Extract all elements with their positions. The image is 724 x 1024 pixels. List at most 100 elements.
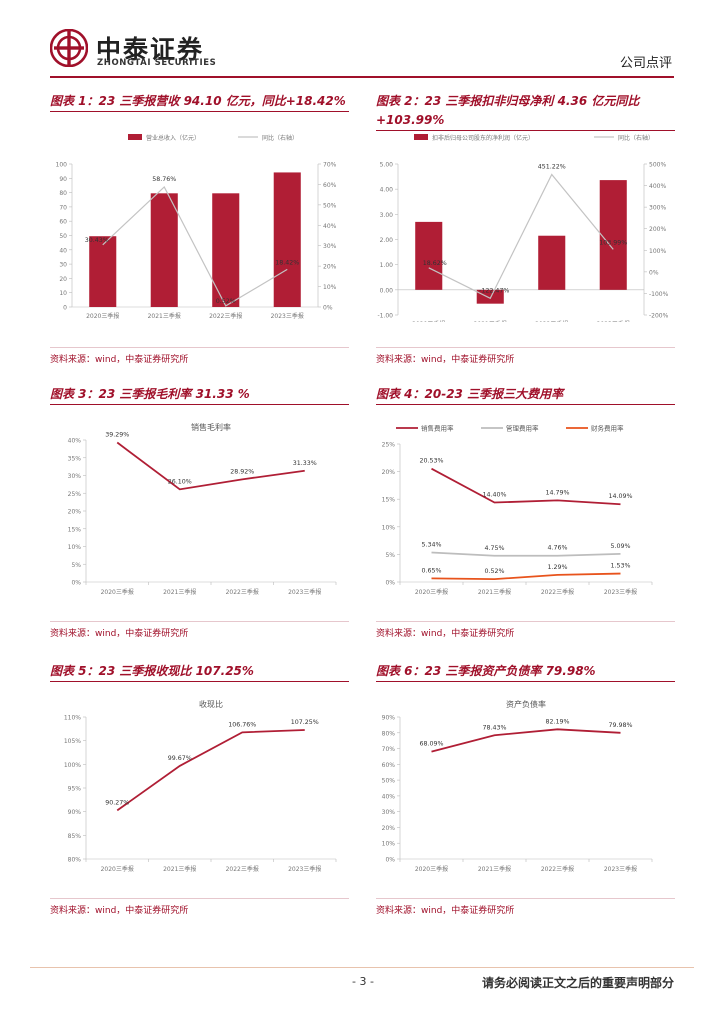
legend-label: 同比（右轴） <box>618 134 654 142</box>
series-line <box>116 441 305 491</box>
data-label: 451.22% <box>538 164 566 171</box>
y-tick-label: 60% <box>382 762 396 769</box>
data-label: 58.76% <box>152 176 176 183</box>
y2-tick-label: 70% <box>323 162 337 169</box>
y2-tick-label: 10% <box>323 284 337 291</box>
y-tick-label: 60 <box>59 219 67 226</box>
data-label: 103.99% <box>599 239 627 246</box>
y2-tick-label: 100% <box>649 248 666 255</box>
x-tick-label: 2023三季报 <box>288 865 321 873</box>
bar <box>476 289 504 304</box>
bar <box>538 235 566 290</box>
legend-label: 同比（右轴） <box>262 134 298 142</box>
y-tick-label: 40% <box>68 438 82 445</box>
y2-tick-label: 20% <box>323 264 337 271</box>
data-label: 90.27% <box>105 799 129 806</box>
y-tick-label: 0 <box>63 305 67 312</box>
data-label: 0.52% <box>484 568 504 575</box>
y2-tick-label: 30% <box>323 243 337 250</box>
y-tick-label: 10% <box>382 524 396 531</box>
data-label: 68.09% <box>419 741 443 748</box>
y-tick-label: 100% <box>64 762 81 769</box>
y2-tick-label: -100% <box>649 291 669 298</box>
data-label: 1.53% <box>610 563 630 570</box>
y-tick-label: 25% <box>68 491 82 498</box>
y-tick-label: 2.00 <box>380 237 394 244</box>
y-tick-label: 105% <box>64 738 81 745</box>
figure-1: 图表 1：23 三季报营收 94.10 亿元，同比+18.42% 0 10 20 30… <box>50 92 349 365</box>
y-tick-label: 5.00 <box>380 162 394 169</box>
x-tick-label: 2020三季报 <box>86 312 119 320</box>
disclaimer-text: 请务必阅读正文之后的重要声明部分 <box>481 976 674 990</box>
y2-tick-label: 0% <box>323 305 333 312</box>
y-tick-label: 35% <box>68 455 82 462</box>
x-tick-label: 2020三季报 <box>412 320 445 322</box>
y-tick-label: 80 <box>59 190 67 197</box>
data-label: -122.47% <box>479 287 509 294</box>
data-label: 78.43% <box>482 724 506 731</box>
y-tick-label: 30 <box>59 262 67 269</box>
y-tick-label: 3.00 <box>380 212 394 219</box>
footer-divider <box>30 967 694 968</box>
figure-2: 图表 2：23 三季报扣非归母净利 4.36 亿元同比+103.99% -1.0… <box>376 92 675 365</box>
figure-6: 图表 6：23 三季报资产负债率 79.98% 0% 10% 20% 30% 40% 50… <box>376 662 675 917</box>
y-tick-label: 25% <box>382 442 396 449</box>
figure-title: 图表 6：23 三季报资产负债率 79.98% <box>376 662 675 682</box>
figure-source: 资料来源：wind，中泰证券研究所 <box>50 898 349 916</box>
header-divider <box>50 76 674 78</box>
page-header: 中泰证券 ZHONGTAI SECURITIES 公司点评 <box>0 0 724 80</box>
legend-swatch <box>414 134 428 140</box>
x-tick-label: 2022三季报 <box>535 320 568 322</box>
x-tick-label: 2022三季报 <box>226 865 259 873</box>
y-tick-label: 90 <box>59 176 67 183</box>
y-tick-label: 70% <box>382 746 396 753</box>
legend-swatch <box>128 134 142 140</box>
series-line <box>102 185 288 307</box>
figure-source: 资料来源：wind，中泰证券研究所 <box>376 898 675 916</box>
y2-tick-label: 300% <box>649 205 666 212</box>
bar <box>415 221 443 290</box>
x-tick-label: 2023三季报 <box>604 865 637 873</box>
bar <box>599 180 627 290</box>
x-tick-label: 2020三季报 <box>415 865 448 873</box>
data-label: 5.34% <box>421 542 441 549</box>
y-tick-label: 40 <box>59 247 67 254</box>
x-tick-label: 2022三季报 <box>209 312 242 320</box>
y-tick-label: 40% <box>382 793 396 800</box>
figure-source: 资料来源：wind，中泰证券研究所 <box>376 347 675 365</box>
x-tick-label: 2022三季报 <box>541 865 574 873</box>
x-tick-label: 2020三季报 <box>101 865 134 873</box>
y2-tick-label: 0% <box>649 269 659 276</box>
x-tick-label: 2022三季报 <box>226 588 259 596</box>
chart-title: 资产负债率 <box>506 699 546 709</box>
zhongtai-logo-icon <box>50 29 88 67</box>
chart-title: 销售毛利率 <box>191 422 231 432</box>
data-label: 0.52% <box>216 298 236 305</box>
y-tick-label: 95% <box>68 786 82 793</box>
figure-1-chart: 0 10 20 30 40 50 60 70 80 90 100 0% 10% 20% 30% 40% 50% 6… <box>56 134 337 320</box>
figure-4: 图表 4：20-23 三季报三大费用率 0% 5% 10% 15% 20% 25% 20.5… <box>376 385 675 640</box>
figure-source: 资料来源：wind，中泰证券研究所 <box>50 347 349 365</box>
data-label: 4.76% <box>547 545 567 552</box>
bar <box>150 193 178 307</box>
series-line <box>431 467 621 506</box>
data-label: 20.53% <box>419 458 443 465</box>
y-tick-label: 80% <box>68 857 82 864</box>
y-tick-label: 20% <box>382 469 396 476</box>
legend-label: 扣非后归母公司股东的净利润（亿元） <box>432 134 534 142</box>
x-tick-label: 2021三季报 <box>163 865 196 873</box>
y2-tick-label: 60% <box>323 182 337 189</box>
y-tick-label: 0.00 <box>380 287 394 294</box>
figure-title: 图表 4：20-23 三季报三大费用率 <box>376 385 675 405</box>
x-tick-label: 2021三季报 <box>148 312 181 320</box>
logo-text-cn: 中泰证券 <box>96 35 205 64</box>
figure-source: 资料来源：wind，中泰证券研究所 <box>50 621 349 639</box>
y-tick-label: 1.00 <box>380 262 394 269</box>
y-tick-label: 80% <box>382 730 396 737</box>
x-tick-label: 2021三季报 <box>478 588 511 596</box>
series-line <box>431 572 621 581</box>
y-tick-label: 20% <box>68 509 82 516</box>
figure-4-chart: 0% 5% 10% 15% 20% 25% 20.53% 14.40% 14.79% 14.09%… <box>382 424 653 596</box>
y-tick-label: 100 <box>56 162 68 169</box>
y-tick-label: 15% <box>68 526 82 533</box>
